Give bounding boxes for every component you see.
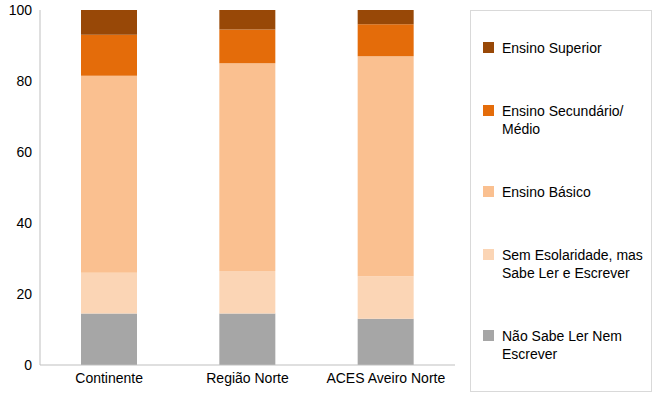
svg-text:ACES Aveiro Norte: ACES Aveiro Norte	[326, 370, 445, 386]
html-text:Ensino Superior: Ensino Superior	[502, 40, 602, 57]
svg-text:Região Norte: Região Norte	[206, 370, 289, 386]
svg-text:20: 20	[16, 286, 32, 302]
html-text:Não Sabe Ler Nem Escrever: Não Sabe Ler Nem Escrever	[502, 327, 622, 362]
html-text:Sem Esolaridade, mas Sabe Ler: Sem Esolaridade, mas Sabe Ler e Escrever	[502, 246, 643, 281]
html-text:Ensino Básico: Ensino Básico	[502, 184, 591, 200]
svg-text:0: 0	[24, 357, 32, 373]
svg-text:Continente: Continente	[75, 370, 143, 386]
svg-text:60: 60	[16, 144, 32, 160]
svg-text:40: 40	[16, 215, 32, 231]
svg-text:100: 100	[9, 2, 33, 18]
html-text:Ensino Secundário/ Médio: Ensino Secundário/ Médio	[502, 103, 624, 138]
svg-text:80: 80	[16, 73, 32, 89]
